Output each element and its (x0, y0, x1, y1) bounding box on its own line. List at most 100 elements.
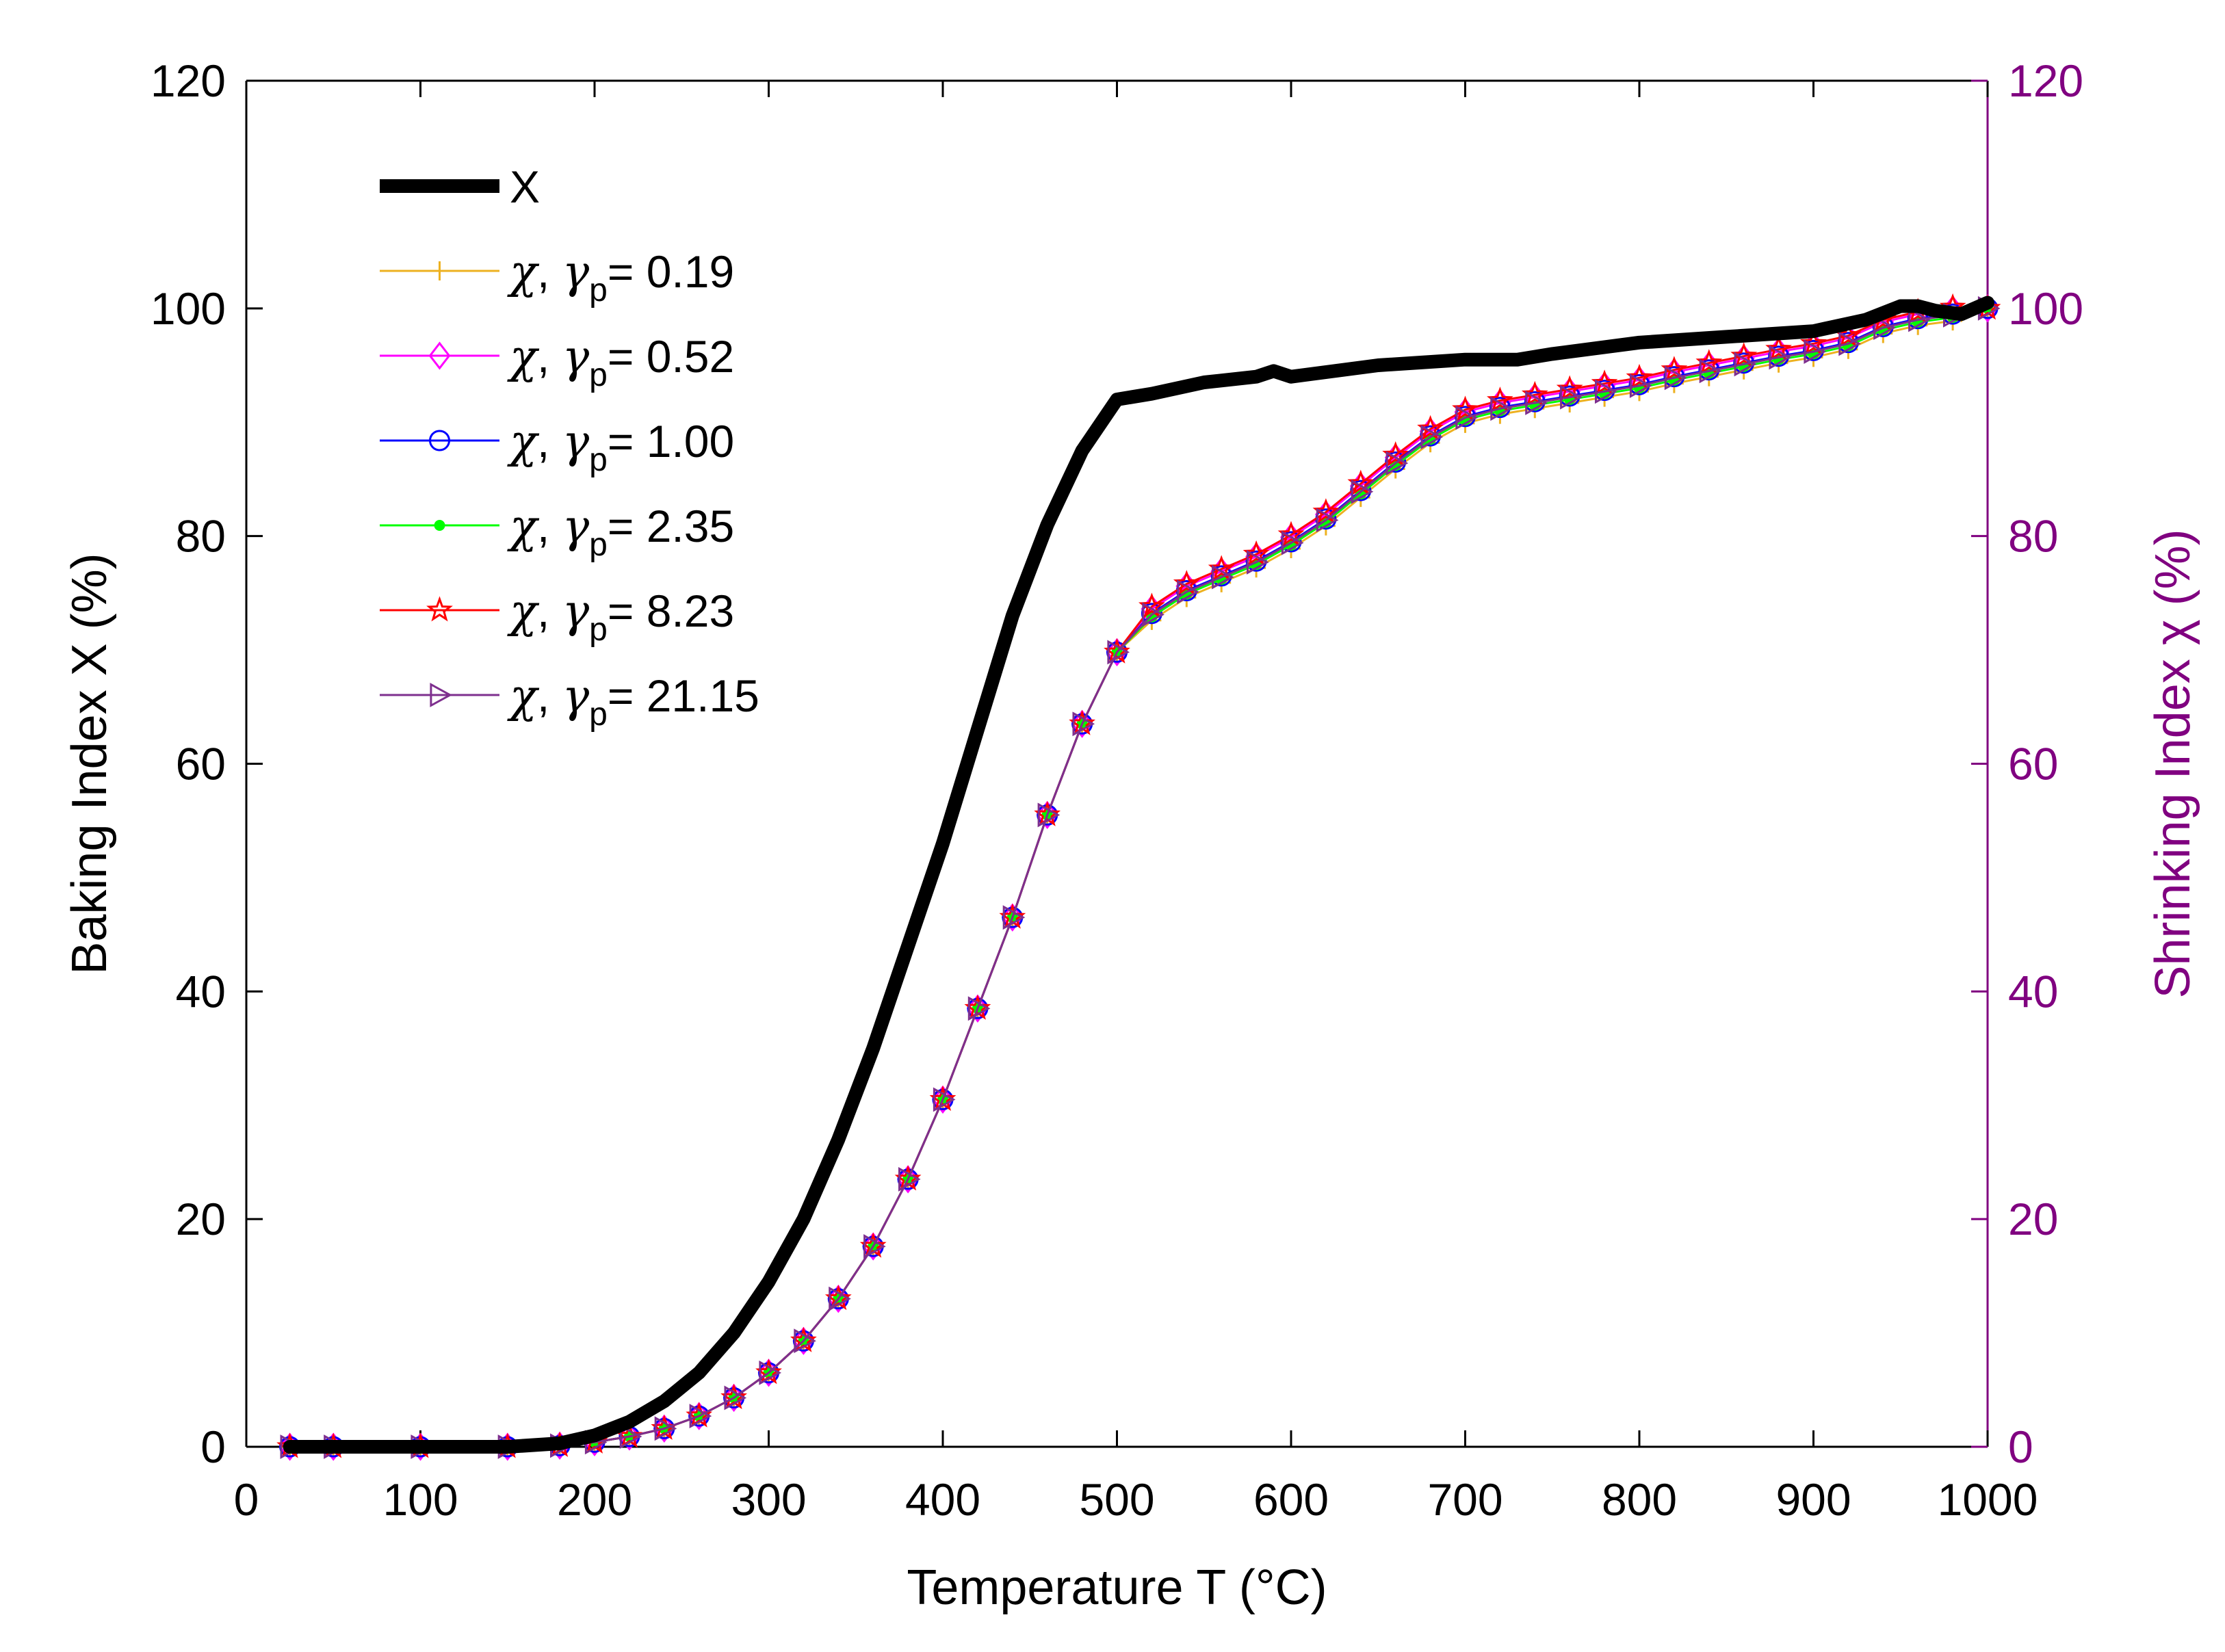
chi-series-gamma-8.23 (276, 293, 2001, 1458)
x-tick-label: 900 (1775, 1474, 1851, 1525)
chi-series-gamma-21.15 (280, 296, 2001, 1459)
legend-entry: χ, γp= 0.52 (380, 330, 734, 393)
legend-chi-symbol: χ (507, 246, 540, 298)
chi-data-point (1629, 373, 1652, 398)
legend-gamma-value: = 0.52 (608, 331, 734, 382)
chi-data-point (1247, 550, 1269, 575)
chi-data-point (619, 1424, 642, 1449)
y-axis-left-title: Baking Index X (%) (62, 553, 117, 974)
legend-subscript: p (589, 612, 608, 648)
chi-data-point (1486, 386, 1513, 412)
x-series (283, 296, 1994, 1454)
legend-gamma-symbol: γ (562, 330, 590, 383)
chi-data-point (1800, 329, 1827, 355)
legend-chi-symbol: χ (507, 330, 540, 383)
x-tick-label: 700 (1427, 1474, 1502, 1525)
chi-series-gamma-1.00 (279, 298, 1999, 1458)
y-left-tick-label: 40 (176, 966, 226, 1017)
legend-separator: , (537, 501, 562, 551)
legend-chi-symbol: χ (507, 585, 540, 638)
chi-series-gamma-2.35 (284, 302, 1993, 1452)
chi-data-point (1695, 349, 1723, 375)
chi-data-point (1242, 540, 1270, 566)
chi-data-point (1626, 363, 1653, 389)
legend-marker (430, 261, 450, 280)
legend-marker (434, 520, 445, 531)
x-tick-label: 100 (382, 1474, 458, 1525)
legend-gamma-symbol: γ (562, 246, 590, 298)
chi-data-point (654, 1416, 677, 1441)
y-left-tick-label: 0 (200, 1421, 226, 1472)
chi-data-point (1173, 570, 1200, 596)
legend-chi-symbol: χ (507, 670, 540, 722)
legend-gamma-symbol: γ (562, 415, 590, 468)
y-right-tick-label: 80 (2008, 511, 2058, 562)
x-tick-label: 600 (1253, 1474, 1329, 1525)
legend-separator: , (537, 416, 562, 467)
chi-series-line (289, 306, 1988, 1448)
chi-data-point (1769, 345, 1792, 370)
legend-label: χ, γp= 2.35 (507, 500, 734, 563)
chi-data-point (1382, 441, 1409, 467)
chi-data-point (1734, 352, 1757, 377)
x-axis-title: Temperature T (°C) (907, 1560, 1327, 1615)
chi-series-line (289, 307, 1988, 1448)
chi-data-point (1664, 365, 1687, 391)
chi-data-point (1591, 369, 1618, 395)
chi-data-point (1351, 479, 1374, 504)
chi-data-point (724, 1385, 747, 1411)
legend-gamma-value: = 2.35 (608, 501, 734, 551)
y-left-tick-label: 20 (176, 1194, 226, 1244)
legend-subscript: p (589, 696, 608, 733)
legend-separator: , (537, 586, 562, 636)
chi-series-line (289, 307, 1988, 1448)
legend-label: X (510, 161, 540, 212)
chi-data-point (689, 1404, 712, 1429)
legend-subscript: p (589, 357, 608, 393)
y-right-tick-label: 40 (2008, 966, 2058, 1017)
chi-data-point (1595, 379, 1617, 404)
chi-data-point (1452, 395, 1479, 421)
chi-data-point (1490, 396, 1513, 421)
chi-data-point (898, 1166, 921, 1192)
legend: Xχ, γp= 0.19χ, γp= 0.52χ, γp= 1.00χ, γp=… (380, 161, 759, 733)
legend-entry: χ, γp= 2.35 (380, 500, 734, 563)
x-tick-label: 800 (1602, 1474, 1677, 1525)
x-tick-label: 0 (234, 1474, 259, 1525)
chi-series-line (289, 307, 1988, 1448)
chi-data-point (1177, 579, 1199, 605)
legend-gamma-value: = 21.15 (608, 670, 759, 721)
y-right-tick-label: 120 (2008, 55, 2083, 106)
legend-entry: X (380, 161, 540, 212)
chi-data-point (1730, 342, 1758, 368)
chi-series-gamma-0.52 (278, 294, 1999, 1461)
chi-data-point (1212, 564, 1234, 590)
chi-data-point (1138, 592, 1165, 618)
legend-entry: χ, γp= 0.19 (380, 246, 734, 309)
chi-data-point (1347, 469, 1375, 495)
y-left-tick-label: 60 (176, 739, 226, 789)
y-right-tick-label: 60 (2008, 739, 2058, 789)
chi-data-point (933, 1087, 956, 1112)
x-tick-label: 200 (557, 1474, 632, 1525)
chi-data-point (863, 1234, 886, 1259)
series-group (276, 293, 2001, 1461)
chi-data-point (1838, 331, 1861, 356)
chi-series-line (289, 307, 1988, 1448)
legend-chi-symbol: χ (507, 415, 540, 468)
chi-data-point (1699, 358, 1722, 384)
chi-data-point (1556, 375, 1583, 401)
legend-gamma-symbol: γ (562, 670, 590, 722)
legend-gamma-symbol: γ (562, 500, 590, 553)
chi-data-point (1804, 339, 1827, 365)
y-right-tick-label: 20 (2008, 1194, 2058, 1244)
chi-data-point (1002, 905, 1026, 930)
legend-marker (428, 341, 451, 370)
x-tick-label: 500 (1079, 1474, 1154, 1525)
legend-subscript: p (589, 527, 608, 563)
legend-label: χ, γp= 0.19 (507, 246, 734, 309)
chi-data-point (1385, 451, 1409, 476)
